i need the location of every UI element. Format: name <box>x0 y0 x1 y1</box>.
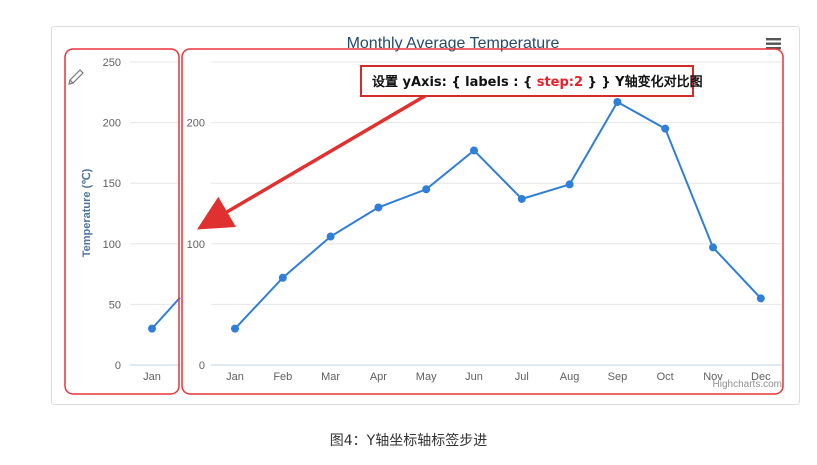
right-x-tick-label: Apr <box>370 371 387 383</box>
right-data-point[interactable] <box>613 97 622 106</box>
left-x-tick-label: Jan <box>143 371 161 383</box>
pen-icon <box>68 69 84 85</box>
annotation-text: 设置 yAxis: { labels : { step:2 } } Y轴变化对比… <box>372 74 703 90</box>
right-x-tick-label: Jul <box>515 371 529 383</box>
left-chart-gridlines <box>130 61 180 305</box>
right-x-tick-label: Oct <box>657 371 674 383</box>
right-data-point[interactable] <box>709 243 717 252</box>
figure-caption: 图4：Y轴坐标轴标签步进 <box>329 433 488 449</box>
credits-link[interactable]: Highcharts.com <box>713 379 782 390</box>
right-x-tick-label: Mar <box>321 371 340 383</box>
left-y-tick-label: 0 <box>115 360 121 372</box>
right-y-tick-label: 100 <box>187 239 205 251</box>
right-data-point[interactable] <box>326 232 335 241</box>
right-x-tick-label: Jan <box>226 371 244 383</box>
right-data-point[interactable] <box>756 294 765 303</box>
right-data-point[interactable] <box>661 124 670 133</box>
right-x-tick-label: Aug <box>560 371 580 383</box>
right-y-tick-label: 0 <box>199 360 205 372</box>
right-data-point[interactable] <box>278 273 287 282</box>
left-chart-highlight-frame <box>64 48 180 395</box>
hamburger-menu-icon[interactable] <box>766 38 781 50</box>
right-chart-gridlines <box>211 61 783 305</box>
annotation-box: 设置 yAxis: { labels : { step:2 } } Y轴变化对比… <box>360 65 703 97</box>
right-data-point[interactable] <box>470 146 478 155</box>
left-series-line <box>151 296 181 330</box>
right-x-tick-label: Jun <box>465 371 483 383</box>
right-y-tick-label: 200 <box>187 118 205 130</box>
right-data-point[interactable] <box>231 324 239 333</box>
right-x-tick-label: Feb <box>273 371 292 383</box>
right-chart-highlight-frame <box>181 48 784 395</box>
y-axis-title: Temperature (℃) <box>81 168 93 257</box>
left-data-point[interactable] <box>148 324 156 333</box>
right-data-point[interactable] <box>517 194 526 203</box>
right-x-tick-label: May <box>416 371 437 383</box>
right-data-point[interactable] <box>374 203 383 212</box>
left-y-tick-label: 100 <box>103 239 121 251</box>
left-y-tick-label: 200 <box>103 118 121 130</box>
chart-title: Monthly Average Temperature <box>347 35 560 52</box>
right-x-tick-label: Nov <box>703 371 723 383</box>
right-series-line <box>234 100 762 330</box>
right-x-tick-label: Sep <box>608 371 628 383</box>
left-y-tick-label: 150 <box>103 178 121 190</box>
right-data-point[interactable] <box>565 180 574 189</box>
annotation-arrow <box>196 91 431 230</box>
left-y-tick-label: 250 <box>103 57 121 69</box>
right-x-tick-label: Dec <box>751 371 771 383</box>
right-data-point[interactable] <box>422 185 431 194</box>
left-y-tick-label: 50 <box>109 299 121 311</box>
